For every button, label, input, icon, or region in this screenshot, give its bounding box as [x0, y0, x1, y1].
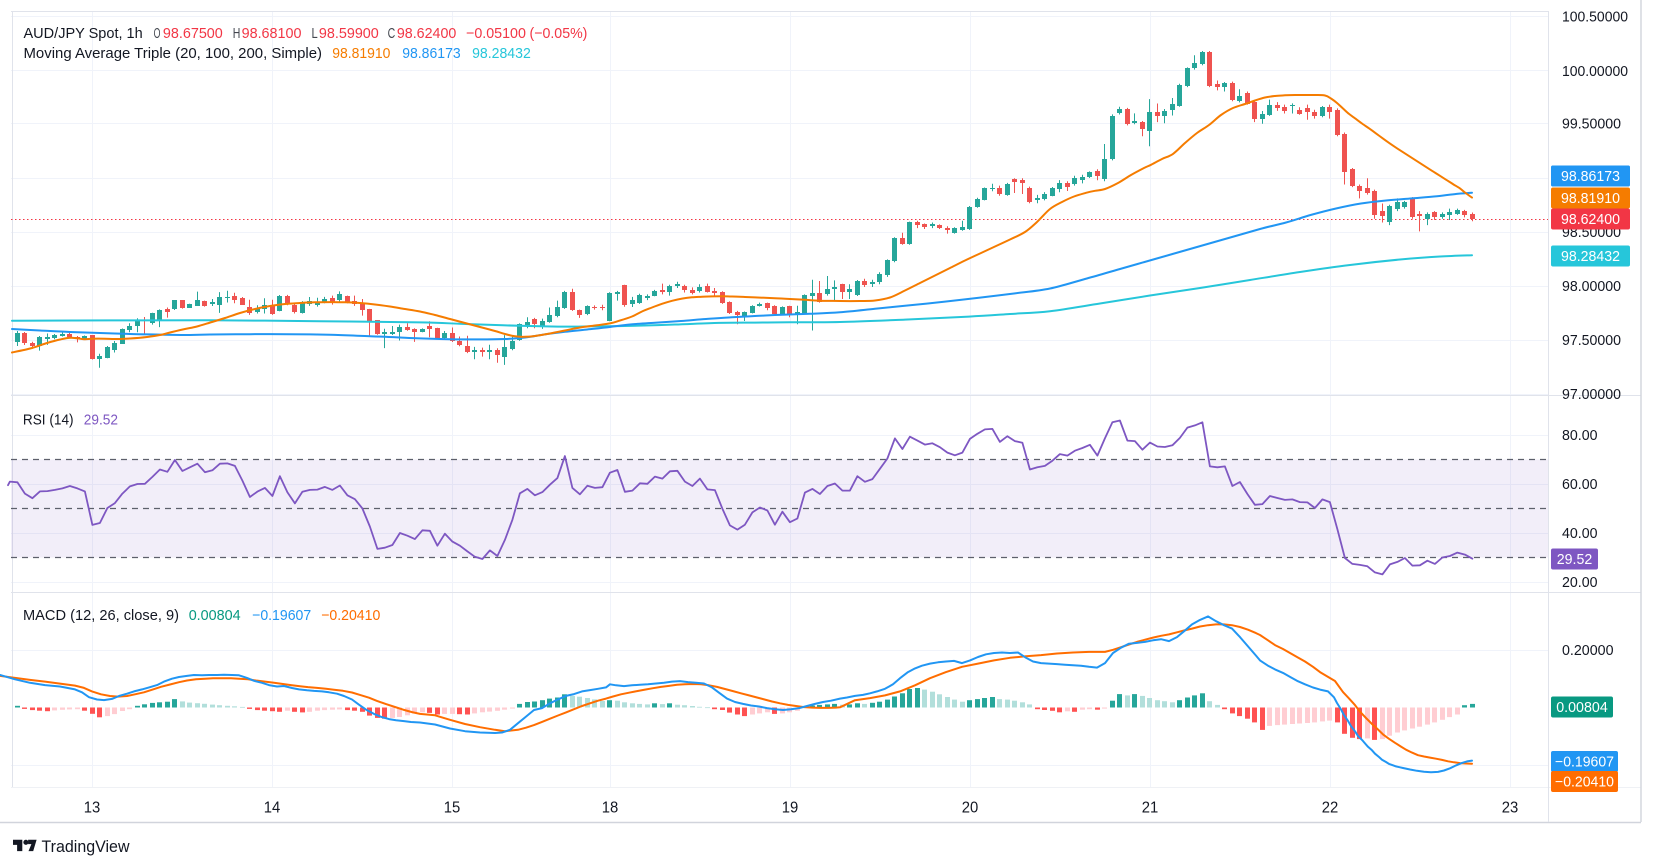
svg-text:AUD/JPY Spot, 1h: AUD/JPY Spot, 1h	[24, 25, 143, 42]
svg-text:−0.19607: −0.19607	[1555, 755, 1614, 771]
svg-text:−0.20410: −0.20410	[321, 607, 380, 624]
svg-text:20: 20	[962, 799, 979, 816]
svg-text:98.28432: 98.28432	[472, 45, 531, 62]
svg-text:100.50000: 100.50000	[1562, 10, 1628, 26]
svg-text:C: C	[388, 25, 396, 42]
svg-text:MACD (12, 26, close, 9): MACD (12, 26, close, 9)	[23, 607, 179, 624]
svg-text:O: O	[154, 25, 161, 42]
svg-text:0.00804: 0.00804	[189, 607, 241, 624]
svg-text:0.00804: 0.00804	[1556, 700, 1608, 716]
svg-text:−0.19607: −0.19607	[252, 607, 311, 624]
svg-text:TradingView: TradingView	[42, 838, 130, 856]
svg-text:60.00: 60.00	[1562, 477, 1598, 493]
svg-text:98.67500: 98.67500	[163, 25, 223, 42]
svg-text:19: 19	[782, 799, 799, 816]
svg-text:98.62400: 98.62400	[397, 25, 456, 42]
svg-text:13: 13	[84, 799, 101, 816]
svg-text:18: 18	[602, 799, 619, 816]
svg-text:−0.05100: −0.05100	[466, 25, 526, 42]
svg-text:−0.20410: −0.20410	[1555, 775, 1614, 791]
svg-text:14: 14	[264, 799, 281, 816]
svg-text:98.00000: 98.00000	[1562, 279, 1621, 295]
svg-text:22: 22	[1322, 799, 1339, 816]
svg-text:Moving Average Triple (20, 100: Moving Average Triple (20, 100, 200, Sim…	[24, 45, 323, 62]
svg-text:80.00: 80.00	[1562, 428, 1598, 444]
svg-text:21: 21	[1142, 799, 1159, 816]
svg-text:L: L	[312, 25, 318, 42]
svg-text:100.00000: 100.00000	[1562, 64, 1628, 80]
svg-text:(−0.05%): (−0.05%)	[530, 25, 588, 42]
svg-text:98.86173: 98.86173	[402, 45, 461, 62]
svg-text:98.81910: 98.81910	[332, 45, 390, 62]
svg-text:98.86173: 98.86173	[1561, 169, 1620, 185]
svg-text:RSI (14): RSI (14)	[23, 412, 74, 429]
svg-text:99.50000: 99.50000	[1562, 116, 1621, 132]
svg-text:98.59900: 98.59900	[319, 25, 379, 42]
svg-text:23: 23	[1502, 799, 1519, 816]
svg-text:0.20000: 0.20000	[1562, 643, 1614, 659]
svg-text:29.52: 29.52	[84, 412, 118, 429]
svg-text:98.28432: 98.28432	[1561, 249, 1620, 265]
svg-text:H: H	[233, 25, 241, 42]
svg-text:98.62400: 98.62400	[1561, 212, 1620, 228]
svg-text:98.81910: 98.81910	[1561, 191, 1620, 207]
svg-text:40.00: 40.00	[1562, 526, 1598, 542]
svg-text:20.00: 20.00	[1562, 575, 1598, 591]
svg-text:29.52: 29.52	[1557, 552, 1593, 568]
svg-text:97.00000: 97.00000	[1562, 387, 1621, 403]
svg-text:15: 15	[444, 799, 461, 816]
svg-text:97.50000: 97.50000	[1562, 333, 1621, 349]
svg-text:98.68100: 98.68100	[242, 25, 302, 42]
